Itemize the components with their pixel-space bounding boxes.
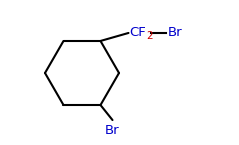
Text: CF: CF bbox=[130, 26, 146, 39]
Text: Br: Br bbox=[168, 26, 182, 39]
Text: Br: Br bbox=[105, 124, 120, 137]
Text: 2: 2 bbox=[147, 31, 153, 41]
